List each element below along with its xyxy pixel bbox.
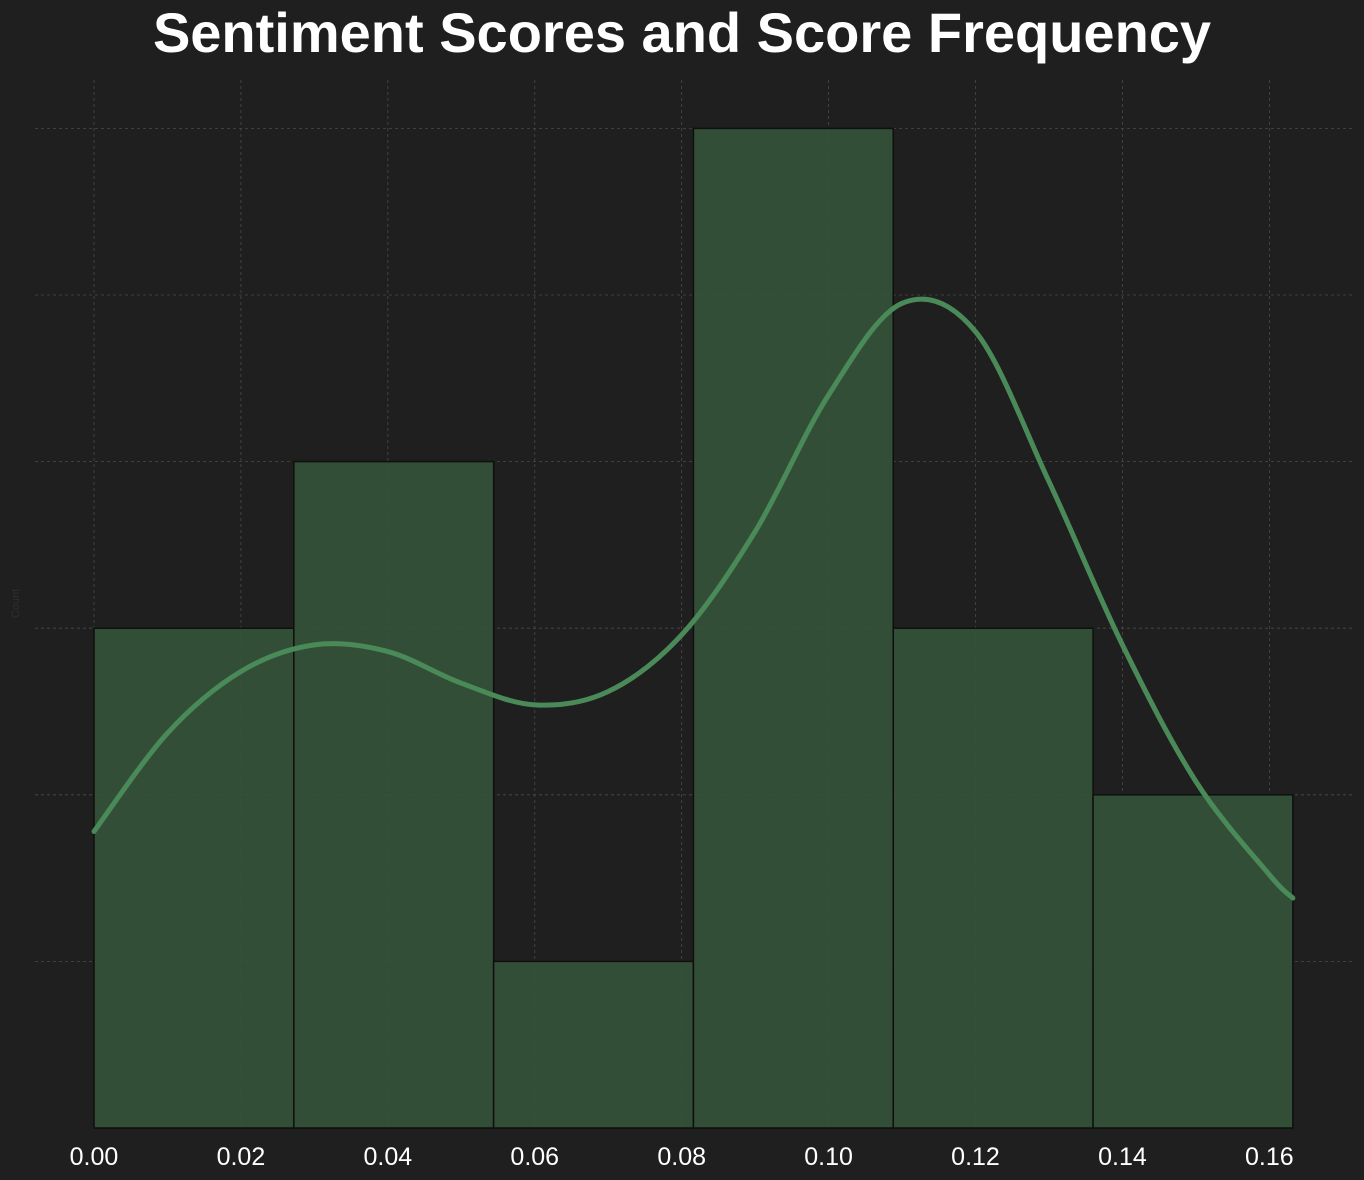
histogram-bar-3 — [692, 127, 894, 1129]
histogram-bars — [93, 127, 1294, 1129]
x-tick-label-8: 0.16 — [1245, 1143, 1294, 1171]
histogram-bar-0 — [93, 627, 295, 1129]
histogram-bar-5 — [1092, 794, 1294, 1129]
chart-title: Sentiment Scores and Score Frequency — [152, 1, 1212, 64]
histogram-bar-1 — [293, 460, 495, 1129]
x-tick-label-6: 0.12 — [951, 1143, 1000, 1171]
x-tick-labels: 0.00 0.02 0.04 0.06 0.08 0.10 0.12 0.14 0.16 — [70, 1143, 1294, 1171]
x-tick-label-5: 0.10 — [804, 1143, 853, 1171]
x-tick-label-4: 0.08 — [657, 1143, 706, 1171]
histogram-bar-2 — [492, 960, 695, 1129]
x-tick-label-2: 0.04 — [364, 1143, 413, 1171]
x-tick-label-1: 0.02 — [217, 1143, 266, 1171]
kde-curve-group — [91, 296, 1296, 901]
x-tick-label-0: 0.00 — [70, 1143, 119, 1171]
histogram-bar-4 — [892, 627, 1094, 1129]
x-tick-label-7: 0.14 — [1098, 1143, 1147, 1171]
kde-curve — [91, 296, 1296, 901]
x-tick-label-3: 0.06 — [510, 1143, 559, 1171]
